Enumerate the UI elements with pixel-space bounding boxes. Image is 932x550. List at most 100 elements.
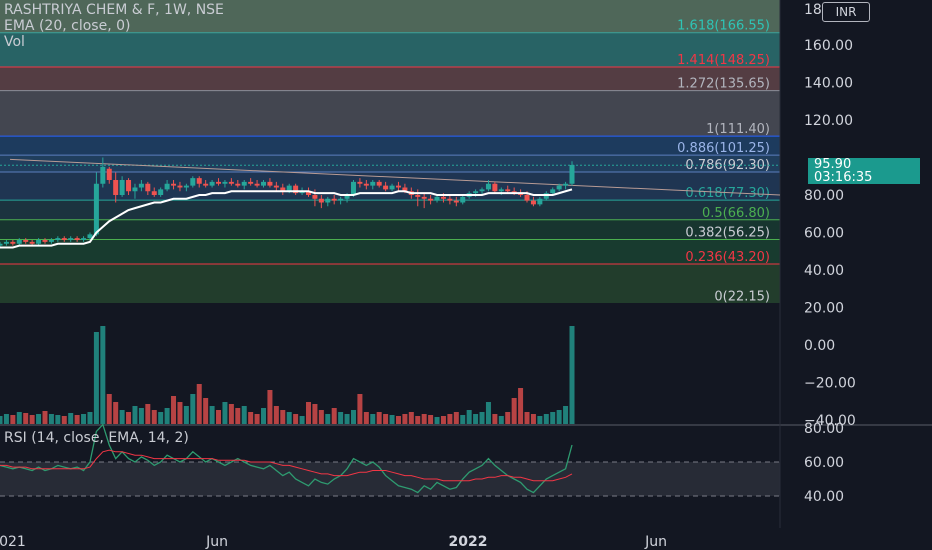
- rsi-axis-tick: 80.00: [804, 421, 844, 437]
- symbol-legend[interactable]: RASHTRIYA CHEM & F, 1W, NSE EMA (20, clo…: [4, 2, 224, 50]
- candle-body: [254, 183, 260, 186]
- candle-body: [395, 185, 401, 188]
- volume-bar: [196, 384, 202, 424]
- fib-zone: [0, 200, 780, 220]
- volume-bar: [338, 412, 344, 424]
- candle-body: [190, 178, 196, 186]
- price-axis-tick: 40.00: [804, 263, 844, 279]
- volume-bar: [10, 415, 16, 424]
- volume-bar: [68, 413, 74, 424]
- candle-body: [183, 185, 189, 188]
- volume-bar: [100, 326, 106, 424]
- volume-bar: [479, 412, 485, 424]
- fib-zone: [0, 67, 780, 91]
- volume-bar: [498, 416, 504, 424]
- fib-level-label: 0(22.15): [714, 289, 770, 304]
- candle-body: [81, 238, 87, 240]
- candle-body: [563, 183, 569, 186]
- candle-body: [100, 166, 106, 184]
- candle-body: [428, 198, 434, 201]
- candle-body: [203, 183, 209, 186]
- candle-body: [87, 234, 93, 239]
- ema-legend: EMA (20, close, 0): [4, 18, 131, 34]
- volume-bar: [440, 416, 446, 424]
- volume-bar: [273, 406, 279, 424]
- candle-body: [68, 238, 74, 240]
- price-axis-tick: −20.00: [804, 376, 856, 392]
- volume-bar: [267, 390, 273, 424]
- volume-bar: [36, 414, 42, 424]
- candle-body: [357, 181, 363, 184]
- volume-bar: [428, 415, 434, 424]
- candle-body: [16, 240, 22, 244]
- candle-body: [177, 185, 183, 188]
- volume-bar: [119, 410, 125, 424]
- candle-body: [23, 240, 29, 242]
- volume-bar: [363, 412, 369, 424]
- volume-bar: [370, 414, 376, 424]
- trendline: [9, 158, 781, 196]
- time-axis: [0, 528, 932, 550]
- candle-body: [550, 189, 556, 194]
- volume-bar: [505, 412, 511, 424]
- fib-level-label: 0.618(77.30): [685, 186, 770, 201]
- volume-bar: [228, 404, 234, 424]
- candle-body: [61, 238, 67, 240]
- volume-bar: [241, 406, 247, 424]
- volume-bar: [293, 414, 299, 424]
- volume-bar: [389, 415, 395, 424]
- candle-body: [267, 181, 273, 186]
- rsi-axis-tick: 40.00: [804, 489, 844, 505]
- volume-bar: [286, 412, 292, 424]
- candle-body: [158, 189, 164, 195]
- candle-body: [29, 241, 35, 244]
- candle-body: [421, 196, 427, 199]
- candle-body: [106, 168, 112, 180]
- volume-bar: [190, 394, 196, 424]
- candle-body: [530, 200, 536, 205]
- candle-body: [492, 183, 498, 192]
- volume-bar: [248, 412, 254, 424]
- candle-body: [498, 189, 504, 192]
- last-price: 95.90: [814, 157, 852, 172]
- volume-bar: [357, 394, 363, 424]
- volume-bar: [569, 326, 575, 424]
- volume-bar: [376, 412, 382, 424]
- volume-bar: [485, 402, 491, 424]
- currency-selector[interactable]: INR: [822, 2, 870, 22]
- candle-body: [42, 240, 48, 242]
- fib-zone: [0, 264, 780, 304]
- fib-level-label: 0.382(56.25): [685, 226, 770, 241]
- candle-body: [228, 181, 234, 184]
- volume-bar: [29, 415, 35, 424]
- candle-body: [537, 198, 543, 205]
- volume-bar: [3, 414, 9, 424]
- volume-bar: [222, 402, 228, 424]
- volume-bar: [55, 415, 61, 424]
- volume-bar: [453, 412, 459, 424]
- volume-bar: [126, 412, 132, 424]
- volume-bar: [74, 415, 80, 424]
- volume-bar: [171, 396, 177, 424]
- candle-body: [196, 178, 202, 184]
- candle-body: [126, 180, 132, 192]
- volume-bar: [530, 414, 536, 424]
- candle-body: [235, 183, 241, 186]
- fib-level-label: 1.618(166.55): [677, 19, 770, 34]
- candle-body: [55, 238, 61, 240]
- candle-body: [331, 198, 337, 201]
- volume-bar: [395, 416, 401, 424]
- volume-bar: [113, 402, 119, 424]
- volume-bar: [415, 416, 421, 424]
- volume-bar: [434, 417, 440, 424]
- volume-bar: [280, 410, 286, 424]
- fib-zone-top: [0, 0, 780, 33]
- volume-bar: [151, 410, 157, 424]
- candle-body: [402, 187, 408, 192]
- candle-body: [350, 181, 356, 195]
- price-axis-tick: −40.00: [804, 413, 856, 429]
- candle-body: [36, 240, 42, 244]
- volume-bar: [16, 412, 22, 424]
- volume-bar: [183, 406, 189, 424]
